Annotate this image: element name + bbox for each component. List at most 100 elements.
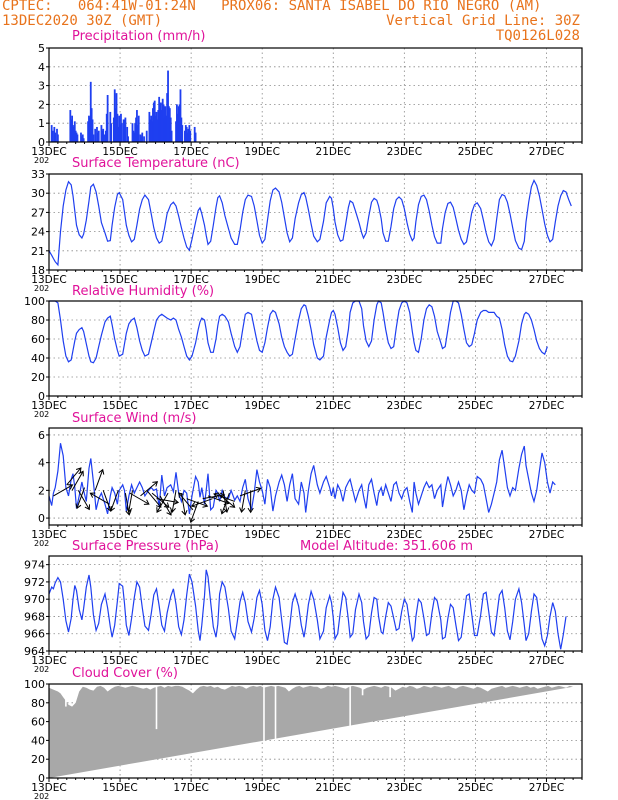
wind-arrow-head bbox=[173, 498, 180, 505]
x-tick-label: 17DEC bbox=[173, 274, 208, 286]
precip-bar bbox=[106, 95, 109, 142]
y-tick-label: 20 bbox=[31, 371, 45, 384]
wind-arrow-head bbox=[220, 508, 227, 515]
wind-arrow bbox=[222, 490, 228, 513]
x-tick-label: 15DEC bbox=[102, 655, 137, 667]
panel-0: 0 1 2 3 4 5 13DEC 15DEC 17DEC 19DEC 21DEC 23DEC 25DE… bbox=[31, 29, 583, 165]
wind-arrow bbox=[71, 471, 84, 491]
wind-arrow-head bbox=[229, 502, 236, 508]
wind-arrow bbox=[217, 492, 235, 508]
wind-arrow-head bbox=[84, 504, 91, 511]
x-tick-label: 25DEC bbox=[458, 655, 493, 667]
x-tick-label: 19DEC bbox=[244, 146, 279, 158]
x-tick-label: 15DEC bbox=[102, 274, 137, 286]
y-tick-label: 968 bbox=[24, 610, 45, 623]
panel-title: Surface Pressure (hPa) bbox=[72, 539, 219, 554]
x-year-label: 202 bbox=[34, 539, 49, 548]
wind-arrow bbox=[66, 467, 82, 486]
x-tick-label: 23DEC bbox=[387, 146, 422, 158]
y-tick-label: 964 bbox=[24, 645, 45, 658]
y-tick-label: 40 bbox=[31, 734, 45, 747]
wind-arrow-head bbox=[163, 502, 170, 508]
y-tick-label: 30 bbox=[31, 187, 45, 200]
precip-bar bbox=[143, 136, 145, 142]
precip-bar bbox=[51, 130, 54, 142]
x-tick-label: 15DEC bbox=[102, 529, 137, 541]
precip-bar bbox=[76, 134, 79, 142]
wind-arrow bbox=[156, 498, 179, 503]
x-tick-label: 27DEC bbox=[529, 274, 564, 286]
y-tick-label: 4 bbox=[38, 457, 45, 470]
y-tick-label: 2 bbox=[38, 484, 45, 497]
wind-arrow-head bbox=[143, 499, 150, 505]
y-tick-label: 20 bbox=[31, 753, 45, 766]
wind-arrow-head bbox=[178, 492, 184, 498]
x-tick-label: 17DEC bbox=[173, 529, 208, 541]
wind-arrow-head bbox=[169, 507, 176, 513]
precip-bar bbox=[81, 134, 84, 142]
wind-arrow-head bbox=[255, 486, 262, 493]
series-line bbox=[48, 569, 567, 650]
y-tick-label: 972 bbox=[24, 576, 45, 589]
x-year-label: 202 bbox=[34, 284, 49, 293]
x-tick-label: 27DEC bbox=[529, 655, 564, 667]
x-tick-label: 17DEC bbox=[173, 146, 208, 158]
x-tick-label: 13DEC bbox=[31, 529, 66, 541]
wind-arrow-head bbox=[190, 501, 197, 508]
panel-4: 964 966 968 970 972 974 13DEC 15DEC 17DEC 19DEC 21… bbox=[24, 539, 583, 674]
y-tick-label: 5 bbox=[38, 42, 45, 55]
precip-bar bbox=[110, 123, 113, 142]
wind-arrow-head bbox=[126, 507, 133, 513]
y-tick-label: 27 bbox=[31, 206, 45, 219]
y-tick-label: 21 bbox=[31, 245, 45, 258]
x-year-label: 202 bbox=[34, 665, 49, 674]
panel-subtitle: Model Altitude: 351.606 m bbox=[300, 539, 473, 554]
wind-arrow-head bbox=[78, 470, 84, 477]
x-tick-label: 21DEC bbox=[316, 655, 351, 667]
y-tick-label: 40 bbox=[31, 352, 45, 365]
panel-1: 18 21 24 27 30 33 13DEC 15DEC 17DEC 19DEC 21DEC 23D… bbox=[31, 156, 583, 293]
precip-bar bbox=[94, 128, 97, 142]
wind-arrow-head bbox=[247, 507, 254, 514]
y-tick-label: 100 bbox=[24, 295, 45, 308]
panel-2: 0 20 40 60 80 100 13DEC 15DEC 17DEC 19DEC 21DEC 23D… bbox=[24, 284, 583, 419]
panel-3: 0 2 4 6 13DEC 15DEC 17DEC 19DEC 21DEC 23DEC 25DEC 2… bbox=[31, 411, 583, 548]
wind-arrow-head bbox=[67, 484, 74, 490]
panel-title: Surface Wind (m/s) bbox=[72, 411, 196, 426]
y-tick-label: 0 bbox=[38, 390, 45, 403]
wind-arrow bbox=[178, 492, 194, 511]
wind-arrow bbox=[241, 490, 246, 513]
x-year-label: 202 bbox=[34, 410, 49, 419]
wind-arrow-head bbox=[239, 507, 246, 513]
x-tick-label: 21DEC bbox=[316, 146, 351, 158]
precip-bar bbox=[181, 125, 184, 142]
x-tick-label: 27DEC bbox=[529, 529, 564, 541]
wind-arrow bbox=[102, 490, 112, 512]
x-tick-label: 17DEC bbox=[173, 655, 208, 667]
y-tick-label: 3 bbox=[38, 80, 45, 93]
header-line2-right: Vertical Grid Line: 30Z bbox=[386, 13, 580, 29]
cloud-area bbox=[49, 685, 574, 778]
y-tick-label: 60 bbox=[31, 333, 45, 346]
x-tick-label: 23DEC bbox=[387, 655, 422, 667]
wind-arrow-head bbox=[202, 501, 209, 508]
precip-bar bbox=[145, 130, 148, 142]
panel-title: Cloud Cover (%) bbox=[72, 666, 178, 681]
precip-bar bbox=[137, 115, 140, 142]
x-tick-label: 21DEC bbox=[316, 400, 351, 412]
x-tick-label: 17DEC bbox=[173, 400, 208, 412]
wind-arrow-head bbox=[98, 468, 105, 475]
wind-arrow bbox=[110, 490, 119, 512]
precip-bar bbox=[91, 119, 94, 142]
wind-arrow-head bbox=[152, 481, 159, 487]
series-line bbox=[48, 443, 556, 515]
wind-arrow bbox=[90, 492, 110, 505]
precip-bar bbox=[179, 89, 182, 142]
wind-arrow-head bbox=[181, 509, 188, 516]
x-tick-label: 25DEC bbox=[458, 146, 493, 158]
x-tick-label: 23DEC bbox=[387, 529, 422, 541]
wind-arrow-head bbox=[125, 509, 132, 516]
precip-bar bbox=[82, 138, 85, 142]
precip-bar bbox=[124, 117, 127, 142]
panel-title: Precipitation (mm/h) bbox=[72, 29, 205, 44]
